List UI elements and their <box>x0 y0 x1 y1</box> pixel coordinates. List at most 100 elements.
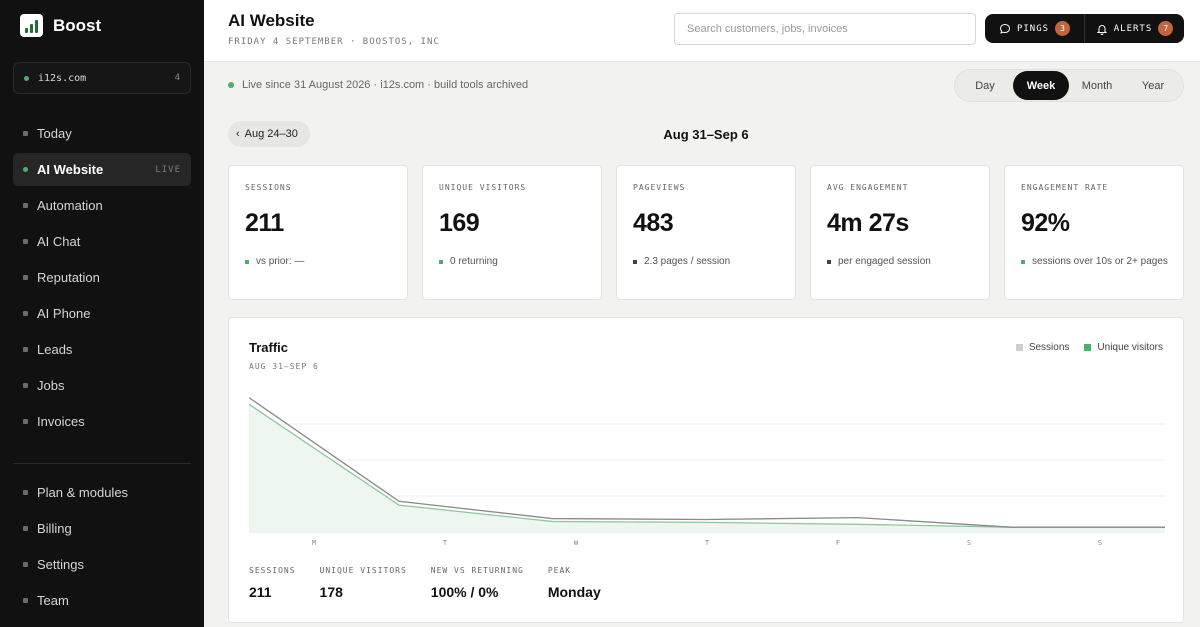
sidebar-item-label: Leads <box>37 342 73 357</box>
kpi-label: ENGAGEMENT RATE <box>1021 183 1109 192</box>
notification-pills: PINGS 3 ALERTS 7 <box>985 14 1184 43</box>
bullet-icon <box>23 311 28 316</box>
page-subtitle: FRIDAY 4 SEPTEMBER · BOOSTOS, INC <box>228 37 440 47</box>
stat-label: SESSIONS <box>249 566 296 575</box>
sidebar-item-today[interactable]: Today <box>13 117 191 150</box>
current-period-title: Aug 31–Sep 6 <box>663 127 749 142</box>
tab-month[interactable]: Month <box>1081 79 1113 92</box>
kpi-note: 0 returning <box>439 255 589 269</box>
sessions-line <box>249 397 1165 528</box>
sidebar: Boost i12s.com 4 Today AI Website LIVE Au… <box>0 0 204 627</box>
stat-label: UNIQUE VISITORS <box>319 566 407 575</box>
x-tick-label: T <box>705 539 710 547</box>
kpi-card-unique-visitors: UNIQUE VISITORS 169 0 returning <box>422 165 602 300</box>
bullet-icon <box>23 562 28 567</box>
bullet-icon <box>23 419 28 424</box>
traffic-stats: SESSIONS 211 UNIQUE VISITORS 178 NEW VS RE… <box>249 566 625 600</box>
sidebar-item-label: Settings <box>37 557 84 572</box>
pings-button[interactable]: PINGS 3 <box>985 14 1084 43</box>
sidebar-item-label: AI Chat <box>37 234 81 249</box>
kpi-note: per engaged session <box>827 255 977 269</box>
visitors-area <box>249 404 1165 532</box>
legend-item-sessions[interactable]: Sessions <box>1015 342 1070 353</box>
legend-item-visitors[interactable]: Unique visitors <box>1084 342 1163 353</box>
kpi-card-avg-engagement: AVG ENGAGEMENT 4m 27s per engaged sessio… <box>810 165 990 300</box>
live-tag: LIVE <box>155 164 181 175</box>
bullet-icon <box>23 383 28 388</box>
kpi-value: 92% <box>1021 209 1070 237</box>
chevron-left-icon: ‹ <box>236 128 240 140</box>
sidebar-item-label: Invoices <box>37 414 85 429</box>
x-tick-label: F <box>836 539 840 547</box>
status-square-icon <box>827 260 831 264</box>
chart-legend: Sessions Unique visitors <box>1015 342 1163 353</box>
bullet-icon <box>23 167 28 172</box>
kpi-label: SESSIONS <box>245 183 292 192</box>
sidebar-item-team[interactable]: Team <box>13 584 191 617</box>
boost-logo-icon <box>20 14 43 37</box>
kpi-value: 483 <box>633 209 674 237</box>
sidebar-item-leads[interactable]: Leads <box>13 333 191 366</box>
live-status-dot <box>228 82 234 88</box>
x-tick-label: M <box>312 539 316 547</box>
sidebar-item-billing[interactable]: Billing <box>13 512 191 545</box>
search-input[interactable] <box>674 13 976 45</box>
live-status-text: Live since 31 August 2026 · i12s.com · b… <box>242 79 529 91</box>
chat-bubble-icon <box>999 23 1010 34</box>
status-square-icon <box>245 260 249 264</box>
traffic-title: Traffic <box>249 340 289 355</box>
sidebar-item-label: AI Phone <box>37 306 91 321</box>
pings-count-badge: 3 <box>1055 21 1071 36</box>
stat-sessions: SESSIONS 211 <box>249 566 296 600</box>
workspace-count: 4 <box>174 73 180 83</box>
brand[interactable]: Boost <box>20 14 101 37</box>
stat-unique-visitors: UNIQUE VISITORS 178 <box>320 566 407 600</box>
sidebar-item-automation[interactable]: Automation <box>13 189 191 222</box>
traffic-subtitle: AUG 31–SEP 6 <box>249 362 319 371</box>
kpi-value: 169 <box>439 209 480 237</box>
kpi-label: PAGEVIEWS <box>633 183 686 192</box>
bullet-icon <box>23 275 28 280</box>
workspace-switcher[interactable]: i12s.com 4 <box>13 62 191 94</box>
bullet-icon <box>23 131 28 136</box>
sidebar-item-plan-modules[interactable]: Plan & modules <box>13 476 191 509</box>
sidebar-item-ai-chat[interactable]: AI Chat <box>13 225 191 258</box>
sidebar-item-invoices[interactable]: Invoices <box>13 405 191 438</box>
top-bar: AI Website FRIDAY 4 SEPTEMBER · BOOSTOS,… <box>204 0 1200 62</box>
kpi-note: vs prior: — <box>245 255 395 269</box>
main-content: AI Website FRIDAY 4 SEPTEMBER · BOOSTOS,… <box>204 0 1200 627</box>
bell-icon <box>1096 24 1107 35</box>
sidebar-item-label: Jobs <box>37 378 65 393</box>
kpi-note-text: 0 returning <box>450 256 498 267</box>
alerts-button[interactable]: ALERTS 7 <box>1084 14 1184 43</box>
status-square-icon <box>1021 260 1025 264</box>
live-status: Live since 31 August 2026 · i12s.com · b… <box>228 79 528 91</box>
kpi-note-text: sessions over 10s or 2+ pages <box>1032 256 1168 267</box>
sidebar-item-reputation[interactable]: Reputation <box>13 261 191 294</box>
kpi-note: 2.3 pages / session <box>633 255 783 269</box>
sidebar-item-ai-phone[interactable]: AI Phone <box>13 297 191 330</box>
tab-week[interactable]: Week <box>1013 71 1069 100</box>
stat-label: NEW VS RETURNING <box>430 566 524 575</box>
sidebar-item-ai-website[interactable]: AI Website LIVE <box>13 153 191 186</box>
previous-period-button[interactable]: ‹ Aug 24–30 <box>228 121 310 147</box>
kpi-row: SESSIONS 211 vs prior: — UNIQUE VISITORS… <box>228 165 1184 300</box>
sidebar-item-label: Billing <box>37 521 72 536</box>
stat-peak: PEAK Monday <box>548 566 601 600</box>
sidebar-item-settings[interactable]: Settings <box>13 548 191 581</box>
tab-year[interactable]: Year <box>1141 79 1165 92</box>
legend-label-visitors: Unique visitors <box>1097 342 1163 353</box>
tab-day[interactable]: Day <box>975 79 995 92</box>
bullet-icon <box>23 598 28 603</box>
sidebar-item-label: Team <box>37 593 69 608</box>
kpi-value: 211 <box>245 209 284 237</box>
x-tick-label: W <box>574 539 579 547</box>
stat-new-vs-returning: NEW VS RETURNING 100% / 0% <box>431 566 524 600</box>
sidebar-item-label: Reputation <box>37 270 100 285</box>
legend-label-sessions: Sessions <box>1028 342 1070 353</box>
kpi-label: UNIQUE VISITORS <box>439 183 527 192</box>
kpi-card-engagement-rate: ENGAGEMENT RATE 92% sessions over 10s or… <box>1004 165 1184 300</box>
sidebar-item-jobs[interactable]: Jobs <box>13 369 191 402</box>
status-square-icon <box>633 260 637 264</box>
traffic-card: Traffic AUG 31–SEP 6 Sessions Unique vis… <box>228 317 1184 623</box>
